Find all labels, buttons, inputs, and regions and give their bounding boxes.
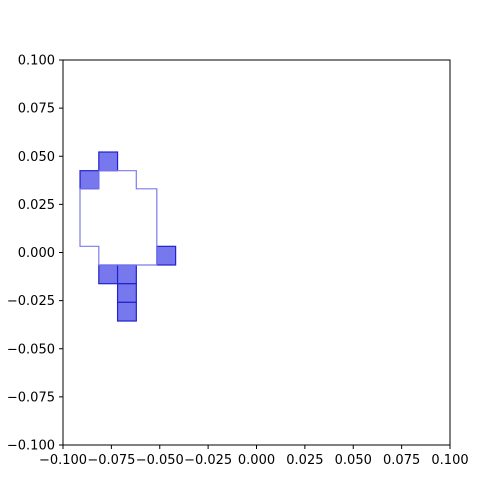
filled-cell-4 bbox=[98, 264, 119, 285]
y-tick-label: −0.075 bbox=[7, 390, 55, 405]
x-tick-label: 0.025 bbox=[286, 453, 323, 468]
region-outline bbox=[79, 170, 158, 266]
x-tick-label: 0.000 bbox=[238, 453, 275, 468]
x-tick-label: −0.025 bbox=[184, 453, 232, 468]
filled-cell-6 bbox=[116, 283, 137, 303]
y-tick-label: 0.050 bbox=[18, 150, 55, 165]
x-axis: −0.100 −0.075 −0.050 −0.025 0.000 0.025 0.050 0… bbox=[39, 445, 469, 468]
x-tick-label: −0.075 bbox=[87, 453, 135, 468]
y-tick-label: 0.075 bbox=[18, 102, 55, 117]
x-tick-label: 0.100 bbox=[431, 453, 468, 468]
y-tick-label: −0.025 bbox=[7, 294, 55, 309]
filled-cells bbox=[79, 151, 177, 322]
x-tick-label: −0.100 bbox=[39, 453, 87, 468]
filled-cell-2 bbox=[79, 170, 100, 190]
x-tick-label: 0.050 bbox=[335, 453, 372, 468]
plot-frame bbox=[62, 59, 451, 446]
y-tick-label: −0.050 bbox=[7, 342, 55, 357]
y-tick-label: 0.100 bbox=[18, 54, 55, 69]
filled-cell-7 bbox=[116, 301, 137, 322]
filled-cell-1 bbox=[98, 151, 119, 172]
x-tick-label: 0.075 bbox=[383, 453, 420, 468]
y-axis: −0.100 −0.075 −0.050 −0.025 0.000 0.025 0.050 0… bbox=[7, 54, 63, 454]
y-tick-label: 0.000 bbox=[18, 246, 55, 261]
x-tick-label: −0.050 bbox=[136, 453, 184, 468]
filled-cell-5 bbox=[116, 264, 137, 285]
y-tick-label: −0.100 bbox=[7, 439, 55, 454]
filled-cell-3 bbox=[156, 245, 177, 266]
y-tick-label: 0.025 bbox=[18, 198, 55, 213]
